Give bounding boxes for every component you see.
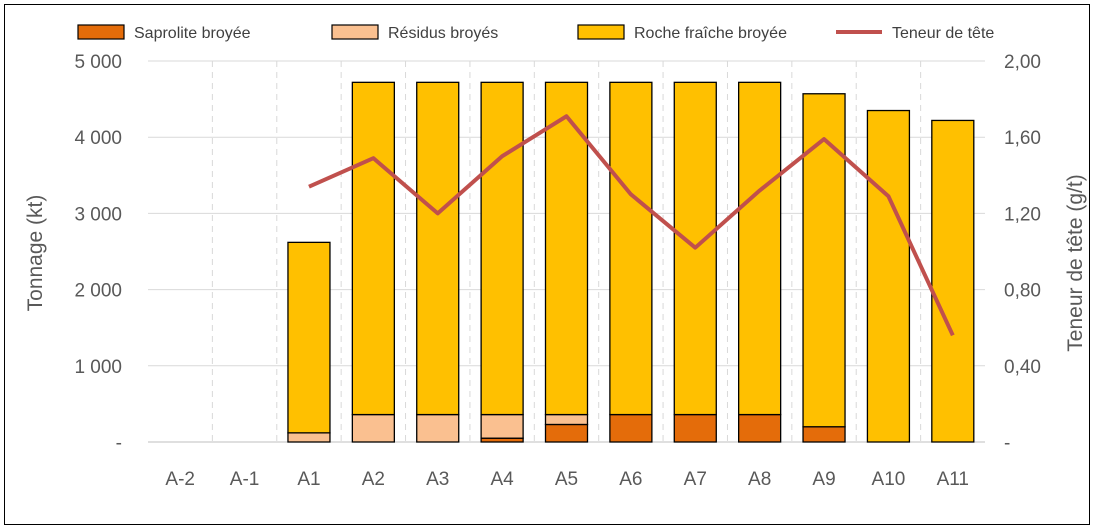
bar-segment [802,93,846,428]
bar-segment [609,81,653,416]
bar-segment [544,81,589,416]
left-axis-ticks: - 1 000 2 000 3 000 4 000 5 000 [74,52,122,454]
bar-segment [287,241,331,434]
x-tick-label: A8 [748,469,771,490]
bar-segment [673,413,717,443]
legend-label: Roche fraîche broyée [634,25,787,42]
bar-segment [480,81,524,416]
y-tick-label: 3 000 [74,204,122,225]
x-tick-label: A10 [872,469,906,490]
bar-segment [416,413,460,443]
x-tick-label: A-2 [165,469,195,490]
line-layer [308,114,955,337]
bar-segment [351,81,395,416]
y2-axis-title: Teneur de tête (g/t) [1064,174,1087,351]
right-axis-ticks: - 0,40 0,80 1,20 1,60 2,00 [1004,52,1041,454]
bar-segment [738,81,782,416]
legend-swatch [77,24,125,40]
x-tick-label: A4 [490,469,514,490]
bar-segment [802,426,846,443]
bar-segment [351,413,395,443]
legend-swatch [577,24,625,40]
x-tick-label: A2 [362,469,385,490]
x-tick-label: A11 [937,469,969,490]
y2-tick-label: 1,20 [1004,204,1041,225]
bar-segment [287,432,331,443]
x-tick-label: A5 [555,469,578,490]
legend-swatch [331,24,379,40]
legend-label: Résidus broyés [388,25,498,42]
x-tick-label: A1 [297,469,320,490]
y2-tick-label: - [1004,433,1010,454]
bar-segment [931,119,975,443]
y2-tick-label: 1,60 [1004,128,1041,149]
bar-segment [544,413,589,426]
bar-segment [544,423,589,443]
y-axis-title: Tonnage (kt) [24,195,47,312]
y-tick-label: 1 000 [74,357,122,378]
y-tick-label: 2 000 [74,281,122,302]
y2-tick-label: 0,40 [1004,357,1041,378]
legend-label: Teneur de tête [892,25,994,42]
bar-segment [738,413,782,443]
y-tick-label: - [116,433,122,454]
x-tick-label: A-1 [230,469,260,490]
bar-layer [287,81,975,443]
x-tick-label: A3 [426,469,449,490]
series-line [308,114,955,337]
legend: Saprolite broyée Résidus broyés Roche fraî… [77,24,994,42]
legend-label: Saprolite broyée [134,25,251,42]
x-tick-label: A7 [684,469,707,490]
bar-segment [480,413,524,439]
bar-segment [866,109,911,443]
y-tick-label: 4 000 [74,128,122,149]
y2-tick-label: 0,80 [1004,281,1041,302]
x-tick-label: A6 [619,469,642,490]
bar-segment [609,413,653,443]
x-tick-label: A9 [812,469,835,490]
y-tick-label: 5 000 [74,52,122,73]
x-axis-ticks: A-2 A-1 A1 A2 A3 A4 A5 A6 A7 A8 A9 A10 A11 [165,469,969,490]
y2-tick-label: 2,00 [1004,52,1041,73]
bar-segment [416,81,460,416]
